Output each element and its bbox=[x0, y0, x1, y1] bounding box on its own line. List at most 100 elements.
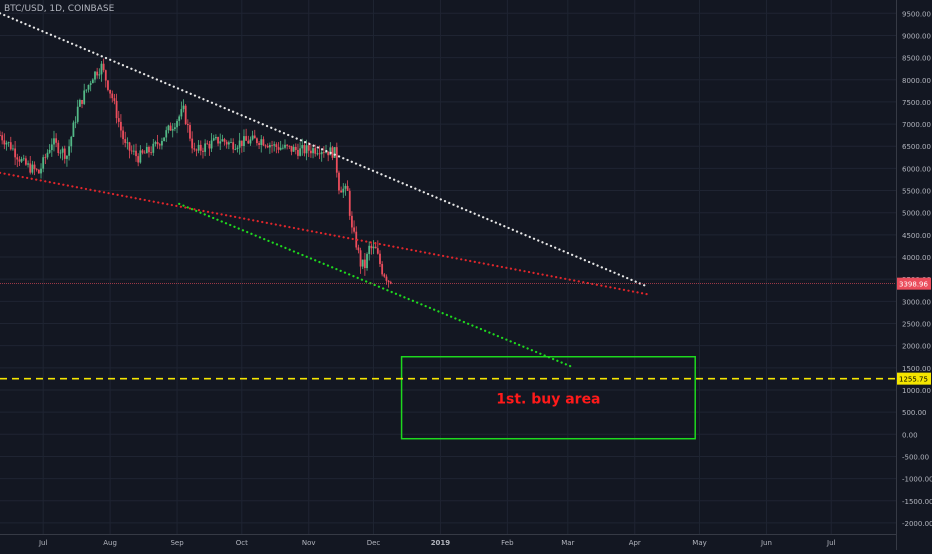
candle-body bbox=[277, 147, 280, 150]
candle-body bbox=[340, 190, 343, 193]
candle-body bbox=[7, 142, 10, 144]
candle-body bbox=[139, 150, 142, 163]
candle-body bbox=[310, 150, 312, 154]
candle-body bbox=[40, 168, 42, 174]
price-tick-label: 2500.00 bbox=[902, 321, 931, 329]
candle-body bbox=[182, 105, 185, 110]
candle-body bbox=[100, 63, 103, 75]
candle-body bbox=[152, 143, 155, 153]
candle-body bbox=[243, 136, 245, 147]
candle-body bbox=[98, 74, 101, 76]
candle-body bbox=[219, 141, 222, 144]
candle-body bbox=[176, 120, 178, 128]
candle-body bbox=[178, 116, 181, 121]
price-tick-label: 7500.00 bbox=[902, 99, 931, 107]
candle-body bbox=[215, 137, 217, 139]
candle-body bbox=[85, 89, 88, 91]
candle-body bbox=[104, 70, 107, 81]
candle-body bbox=[107, 80, 109, 90]
candle-body bbox=[78, 100, 81, 107]
candle-body bbox=[150, 152, 153, 154]
price-tick-label: 500.00 bbox=[902, 409, 927, 417]
candle-body bbox=[281, 147, 284, 149]
candle-body bbox=[288, 145, 291, 147]
candle-body bbox=[44, 157, 47, 159]
candle-body bbox=[102, 63, 105, 71]
candle-body bbox=[9, 142, 12, 150]
candle-body bbox=[305, 145, 308, 154]
candle-body bbox=[42, 157, 45, 169]
red-trendline[interactable] bbox=[0, 171, 651, 296]
candle-body bbox=[236, 147, 239, 150]
candle-body bbox=[195, 149, 198, 151]
candle-body bbox=[66, 155, 68, 159]
candle-body bbox=[223, 139, 226, 142]
white-trendline[interactable] bbox=[0, 12, 647, 287]
candle-body bbox=[346, 185, 349, 191]
candle-body bbox=[145, 146, 148, 154]
candle-body bbox=[1, 135, 4, 141]
candle-body bbox=[16, 157, 19, 160]
price-tick-label: 5000.00 bbox=[902, 210, 931, 218]
price-tick-label: 4500.00 bbox=[902, 232, 931, 240]
candle-body bbox=[156, 142, 159, 145]
candle-body bbox=[206, 143, 209, 145]
price-tick-label: 8500.00 bbox=[902, 55, 931, 63]
buy-area-label: 1st. buy area bbox=[496, 392, 600, 408]
candle-body bbox=[303, 145, 306, 154]
candle-body bbox=[76, 106, 79, 122]
candle-body bbox=[74, 121, 77, 123]
candle-body bbox=[113, 98, 116, 101]
candle-body bbox=[184, 105, 187, 124]
candle-body bbox=[351, 215, 353, 228]
candle-body bbox=[363, 259, 366, 269]
price-tick-label: -2000.00 bbox=[902, 520, 932, 528]
candle-body bbox=[230, 142, 232, 143]
candle-body bbox=[258, 143, 260, 145]
candle-body bbox=[171, 128, 174, 131]
candle-body bbox=[385, 276, 388, 281]
time-tick-label: Aug bbox=[103, 539, 117, 547]
candle-body bbox=[327, 151, 330, 156]
time-tick-label: May bbox=[692, 539, 706, 547]
candle-body bbox=[253, 135, 256, 139]
candle-body bbox=[109, 89, 112, 94]
candle-body bbox=[366, 254, 368, 269]
candle-body bbox=[167, 125, 170, 131]
candle-body bbox=[72, 122, 75, 137]
candle-body bbox=[271, 145, 273, 146]
candle-body bbox=[379, 253, 381, 265]
candle-body bbox=[320, 151, 323, 155]
candle-body bbox=[286, 144, 289, 146]
price-tick-label: 1000.00 bbox=[902, 387, 931, 395]
price-tick-label: 8000.00 bbox=[902, 77, 931, 85]
price-tick-label: 6000.00 bbox=[902, 165, 931, 173]
candle-body bbox=[322, 151, 325, 153]
candle-body bbox=[318, 153, 321, 155]
candle-body bbox=[372, 246, 375, 249]
price-tick-label: 4000.00 bbox=[902, 254, 931, 262]
candle-body bbox=[83, 90, 86, 104]
time-tick-label: Mar bbox=[561, 539, 574, 547]
candle-body bbox=[197, 144, 200, 151]
candle-body bbox=[5, 142, 8, 145]
candle-body bbox=[383, 274, 386, 277]
candle-body bbox=[245, 136, 248, 141]
candle-body bbox=[141, 150, 144, 153]
candle-body bbox=[357, 247, 360, 251]
candle-body bbox=[284, 144, 286, 148]
candle-body bbox=[204, 143, 207, 152]
candle-body bbox=[376, 248, 379, 254]
time-tick-label: Jun bbox=[760, 539, 772, 547]
candle-body bbox=[247, 140, 250, 144]
candle-body bbox=[290, 145, 293, 152]
candle-body bbox=[31, 164, 34, 173]
candle-body bbox=[137, 156, 140, 163]
candle-body bbox=[191, 138, 194, 149]
candle-body bbox=[312, 148, 314, 154]
candle-body bbox=[87, 84, 90, 90]
candle-body bbox=[292, 146, 295, 152]
candle-body bbox=[387, 280, 390, 283]
